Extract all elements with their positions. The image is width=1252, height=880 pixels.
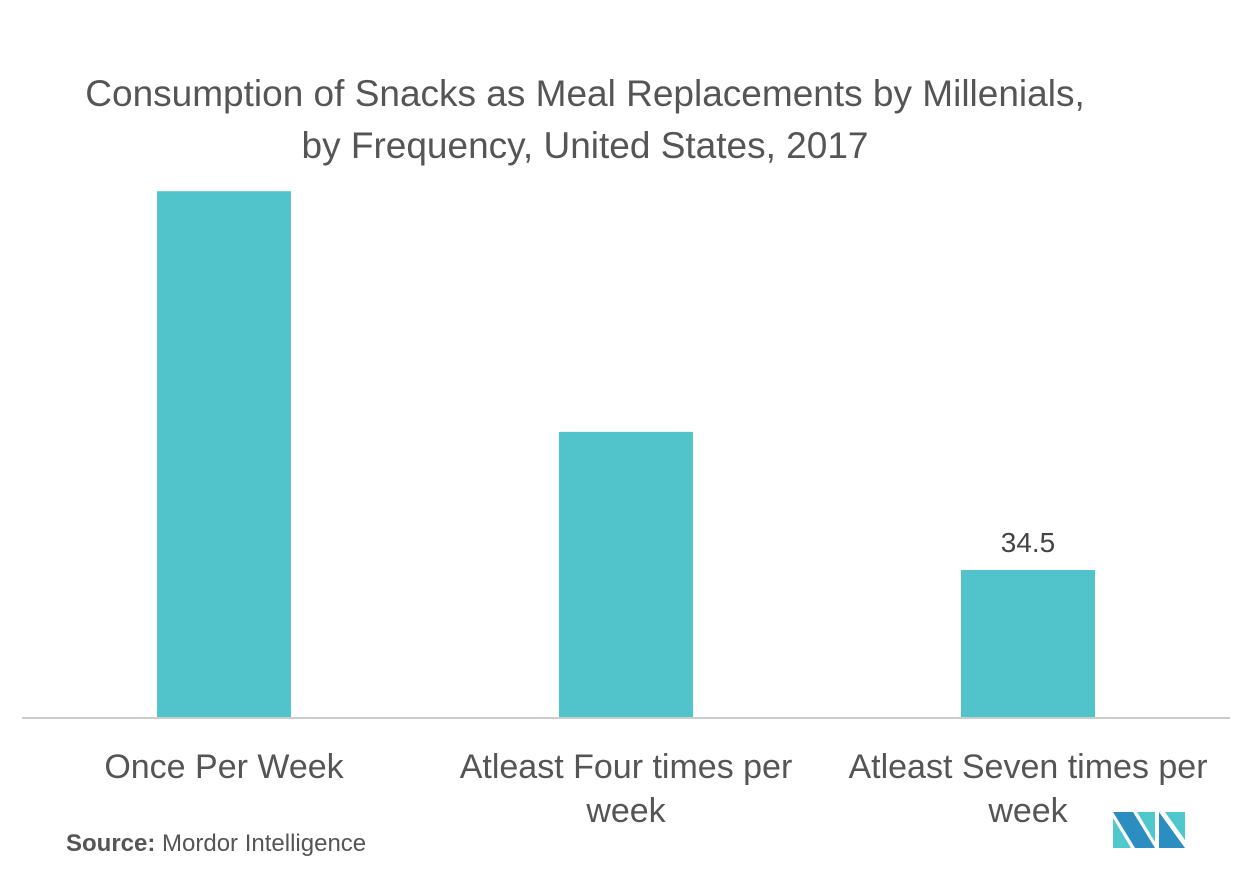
chart-title: Consumption of Snacks as Meal Replacemen… xyxy=(85,73,1085,166)
bar-0 xyxy=(157,191,291,718)
x-tick-label: Once Per Week xyxy=(104,748,344,786)
x-tick-label: Atleast Seven times per week xyxy=(848,748,1208,830)
mordor-logo xyxy=(1113,812,1185,848)
source-note: Source: Mordor Intelligence xyxy=(66,830,366,858)
data-label: 34.5 xyxy=(1001,527,1056,558)
bar-2 xyxy=(961,570,1095,718)
bar-1 xyxy=(559,431,693,718)
x-tick-label: Atleast Four times per week xyxy=(459,748,793,830)
source-label: Source: xyxy=(66,830,156,857)
source-text: Mordor Intelligence xyxy=(162,830,367,857)
